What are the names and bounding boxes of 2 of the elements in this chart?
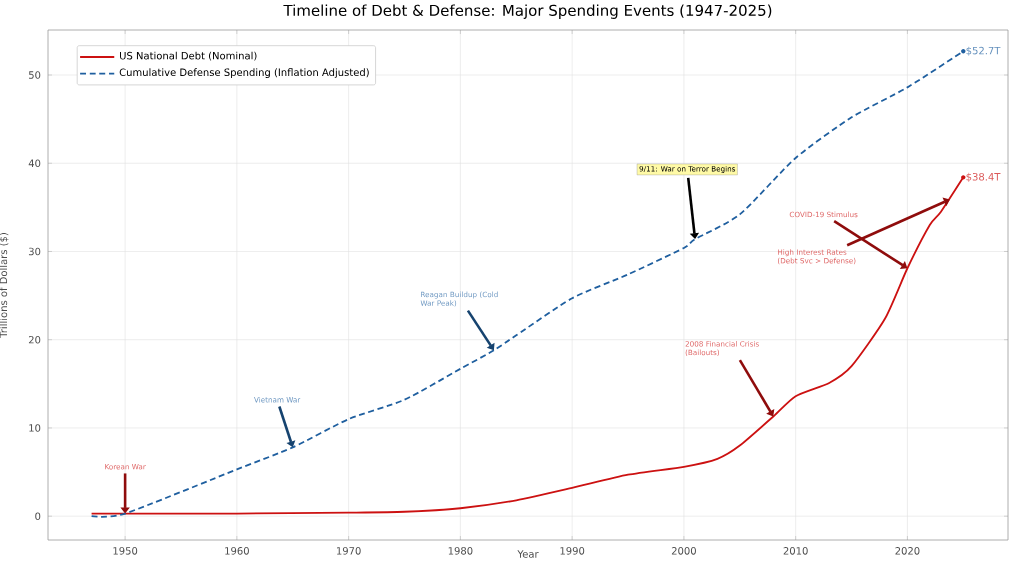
line-series [90,175,966,515]
line-series [90,48,966,518]
